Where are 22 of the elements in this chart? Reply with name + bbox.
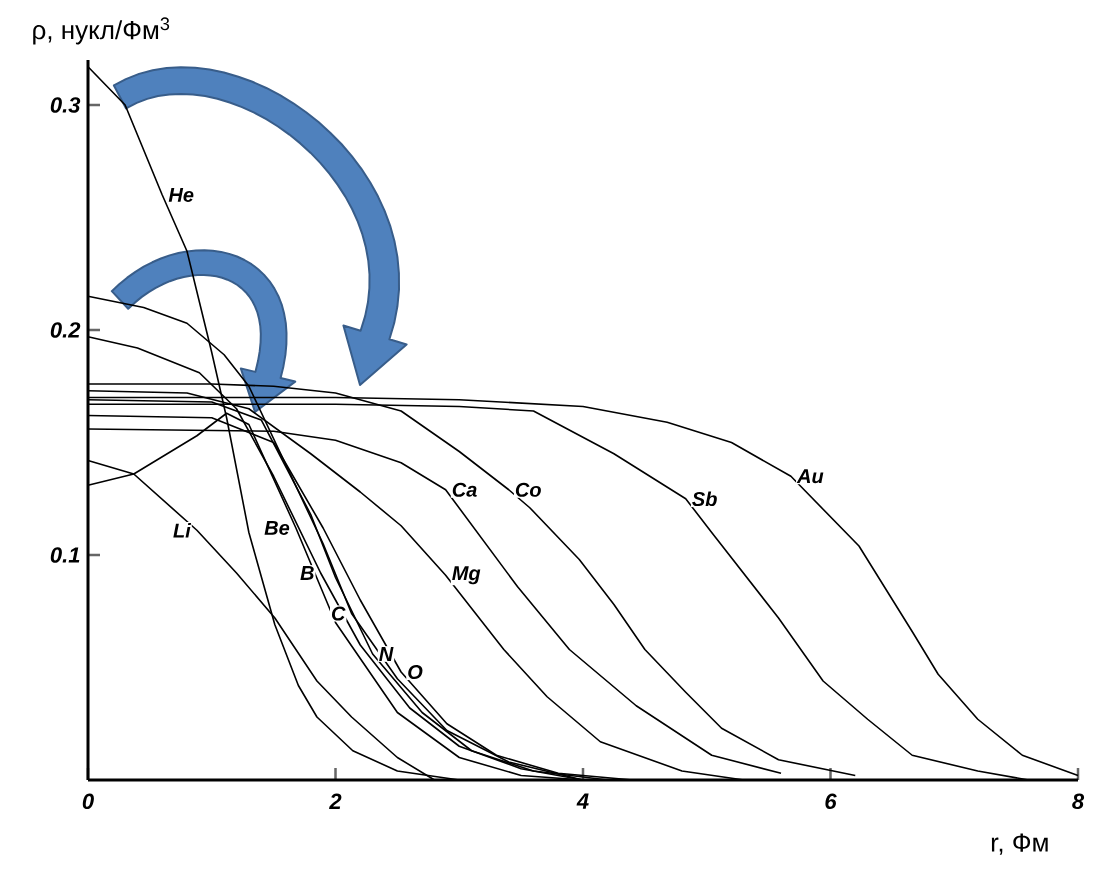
x-tick-label: 4 bbox=[576, 793, 589, 809]
x-axis-title: r, Фм bbox=[991, 833, 1048, 855]
series-label: Mg bbox=[452, 566, 481, 585]
series-label: C bbox=[331, 606, 346, 621]
series-label: Li bbox=[173, 523, 192, 538]
y-tick-label: 0.1 bbox=[50, 547, 80, 563]
x-tick-label: 6 bbox=[825, 793, 837, 810]
y-tick-label: 0.2 bbox=[50, 322, 81, 338]
y-axis-title: ρ, нукл/Фм$^{3}$ bbox=[33, 17, 170, 45]
series-label: Co bbox=[515, 482, 541, 497]
x-tick-label: 0 bbox=[82, 793, 94, 810]
series-label: Sb bbox=[692, 491, 717, 507]
series-label: Ca bbox=[452, 482, 477, 497]
series-label: B bbox=[300, 566, 314, 580]
series-label: He bbox=[168, 188, 194, 202]
series-label: N bbox=[379, 647, 394, 661]
x-tick-label: 2 bbox=[329, 793, 342, 809]
series-label: Be bbox=[264, 521, 290, 535]
series-label: Au bbox=[796, 469, 824, 484]
series-label: O bbox=[408, 664, 423, 680]
y-tick-label: 0.3 bbox=[50, 97, 81, 113]
x-tick-label: 8 bbox=[1072, 793, 1085, 810]
